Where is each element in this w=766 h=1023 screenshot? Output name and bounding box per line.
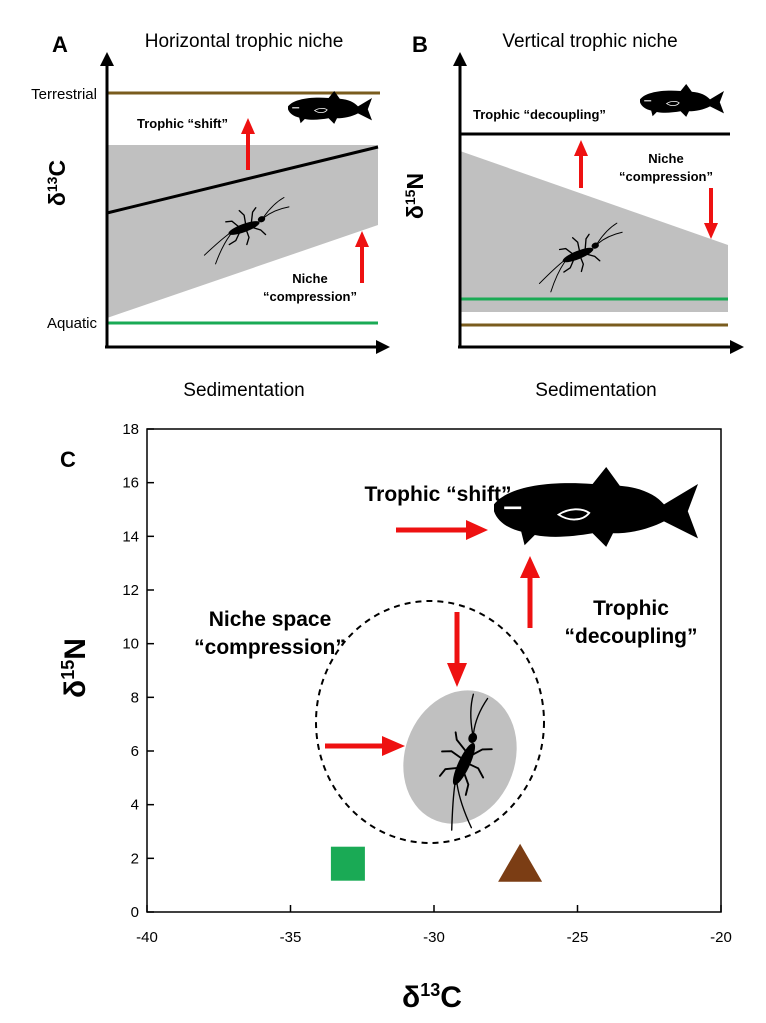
x-tick-label: -20 (710, 929, 732, 946)
y-tick-label: 2 (131, 850, 139, 867)
decoupling-arrowhead (574, 140, 588, 156)
y-axis-label: δ15N (402, 173, 428, 219)
decoupling-label: Trophic “decoupling” (473, 107, 606, 122)
niche-label-line2: “compression” (194, 636, 346, 659)
tick-marks (146, 428, 722, 913)
x-tick-label: -40 (136, 929, 158, 946)
compression-arrowhead (704, 223, 718, 239)
y-axis-label: δ13C (44, 160, 70, 206)
panel-a-letter: A (52, 32, 68, 57)
x-tick-label: -25 (567, 929, 589, 946)
compression-arrowhead (355, 231, 369, 247)
y-axis-arrowhead (453, 52, 467, 66)
y-tick-labels: 0 2 4 6 8 10 12 14 16 18 (122, 421, 139, 921)
consumer-trend-line (106, 145, 379, 215)
aquatic-label: Aquatic (47, 315, 98, 332)
fish-icon (639, 83, 725, 118)
y-tick-label: 10 (122, 636, 139, 653)
y-tick-label: 14 (122, 528, 139, 545)
x-axis-arrowhead (730, 340, 744, 354)
shift-arrowhead (466, 520, 488, 540)
panel-b-letter: B (412, 32, 428, 57)
shift-arrowhead (241, 118, 255, 134)
y-tick-label: 6 (131, 743, 139, 760)
x-axis-label: Sedimentation (535, 380, 656, 401)
decoupling-label-line1: Trophic (593, 597, 669, 620)
compression-label-line2: “compression” (619, 169, 713, 184)
y-tick-label: 4 (131, 797, 139, 814)
panel-b-title: Vertical trophic niche (502, 31, 677, 52)
compression-label-line2: “compression” (263, 289, 357, 304)
x-axis-label: Sedimentation (183, 380, 304, 401)
terrestrial-source-triangle (498, 843, 543, 882)
x-axis-arrowhead (376, 340, 390, 354)
compression-arrowhead-down (447, 663, 467, 687)
y-axis-label: δ15N (58, 638, 92, 698)
y-tick-label: 18 (122, 421, 139, 438)
aquatic-source-square (330, 846, 365, 881)
terrestrial-label: Terrestrial (31, 86, 97, 103)
compression-label-line1: Niche (648, 151, 683, 166)
compression-label-line1: Niche (292, 271, 327, 286)
shift-label: Trophic “shift” (365, 483, 512, 506)
y-tick-label: 16 (122, 475, 139, 492)
niche-label-line1: Niche space (209, 608, 332, 631)
panel-c-letter: C (60, 447, 76, 472)
niche-area (460, 151, 728, 312)
niche-space-boundary (315, 600, 545, 844)
panel-a: A Horizontal trophic niche Terrestrial A… (31, 31, 390, 401)
x-axis-label: δ13C (402, 980, 462, 1014)
compression-arrowhead-right (382, 736, 405, 756)
fish-icon (492, 465, 700, 549)
y-tick-label: 12 (122, 582, 139, 599)
x-tick-label: -35 (280, 929, 302, 946)
shift-label: Trophic “shift” (137, 116, 228, 131)
source-points (330, 843, 543, 882)
panel-a-title: Horizontal trophic niche (145, 31, 344, 52)
x-tick-label: -30 (423, 929, 445, 946)
y-axis-arrowhead (100, 52, 114, 66)
panel-c: C 0 2 4 6 8 10 12 14 16 18 -40 -35 -30 -25 -20 δ15N δ… (58, 421, 732, 1014)
y-tick-label: 8 (131, 689, 139, 706)
x-tick-labels: -40 -35 -30 -25 -20 (136, 929, 732, 946)
decoupling-label-line2: “decoupling” (565, 625, 698, 648)
fish-icon (287, 90, 373, 125)
panel-b: B Vertical trophic niche δ15N Sedimentat… (402, 31, 744, 401)
decoupling-arrowhead (520, 556, 540, 578)
y-tick-label: 0 (131, 904, 139, 921)
